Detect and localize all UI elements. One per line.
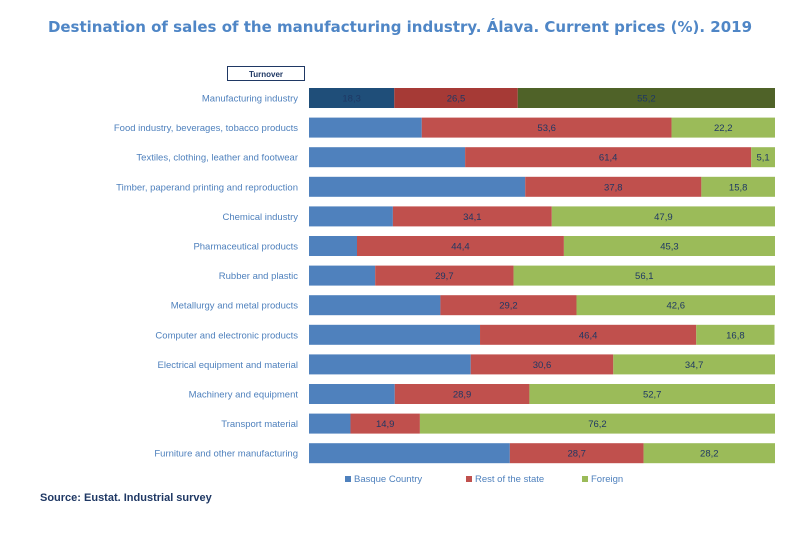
bar-foreign-machinery-and-equipment xyxy=(529,384,775,404)
bar-rest-of-the-state-manufacturing-industry xyxy=(394,88,518,108)
bar-basque-country-food-industry-beverages-tobacco-products xyxy=(309,117,422,138)
turnover-badge: Turnover xyxy=(227,66,305,81)
category-label-rubber-and-plastic: Rubber and plastic xyxy=(219,271,298,282)
value-label-foreign-chemical-industry: 47,9 xyxy=(654,212,673,223)
value-label-rest-of-the-state-computer-and-electronic-products: 46,4 xyxy=(579,330,598,341)
bar-rest-of-the-state-rubber-and-plastic xyxy=(375,265,514,286)
category-label-metallurgy-and-metal-products: Metallurgy and metal products xyxy=(171,301,299,312)
value-label-rest-of-the-state-metallurgy-and-metal-products: 29,2 xyxy=(499,301,518,312)
category-label-transport-material: Transport material xyxy=(221,419,298,430)
bar-basque-country-furniture-and-other-manufacturing xyxy=(309,443,510,464)
bar-foreign-transport-material xyxy=(419,413,775,434)
value-label-foreign-food-industry-beverages-tobacco-products: 22,2 xyxy=(714,123,733,134)
category-label-textiles-clothing-leather-and-footwear: Textiles, clothing, leather and footwear xyxy=(136,153,298,164)
value-label-foreign-textiles-clothing-leather-and-footwear: 5,1 xyxy=(757,153,770,164)
bar-foreign-manufacturing-industry xyxy=(517,88,775,108)
value-label-rest-of-the-state-pharmaceutical-products: 44,4 xyxy=(451,242,470,253)
bar-basque-country-manufacturing-industry xyxy=(309,88,395,108)
bar-basque-country-chemical-industry xyxy=(309,206,393,227)
category-label-furniture-and-other-manufacturing: Furniture and other manufacturing xyxy=(154,449,298,460)
bar-rest-of-the-state-transport-material xyxy=(350,413,420,434)
legend-label-rest-of-the-state: Rest of the state xyxy=(475,474,544,485)
bar-foreign-pharmaceutical-products xyxy=(563,236,775,256)
bar-basque-country-machinery-and-equipment xyxy=(309,384,395,404)
value-label-rest-of-the-state-textiles-clothing-leather-and-footwear: 61,4 xyxy=(599,153,618,164)
value-label-rest-of-the-state-chemical-industry: 34,1 xyxy=(463,212,482,223)
bar-foreign-textiles-clothing-leather-and-footwear xyxy=(751,147,775,168)
category-label-electrical-equipment-and-material: Electrical equipment and material xyxy=(158,360,298,371)
value-label-foreign-computer-and-electronic-products: 16,8 xyxy=(726,330,745,341)
bar-foreign-chemical-industry xyxy=(551,206,775,227)
value-label-rest-of-the-state-furniture-and-other-manufacturing: 28,7 xyxy=(567,449,586,460)
value-label-foreign-timber-paperand-printing-and-reproduction: 15,8 xyxy=(729,182,748,193)
value-label-rest-of-the-state-transport-material: 14,9 xyxy=(376,419,395,430)
value-label-foreign-pharmaceutical-products: 45,3 xyxy=(660,242,679,253)
bar-basque-country-computer-and-electronic-products xyxy=(309,324,481,345)
bar-rest-of-the-state-computer-and-electronic-products xyxy=(480,324,697,345)
bar-basque-country-pharmaceutical-products xyxy=(309,236,357,256)
value-label-rest-of-the-state-rubber-and-plastic: 29,7 xyxy=(435,271,454,282)
value-label-foreign-machinery-and-equipment: 52,7 xyxy=(643,390,662,401)
bar-rest-of-the-state-textiles-clothing-leather-and-footwear xyxy=(465,147,752,168)
bar-rest-of-the-state-chemical-industry xyxy=(392,206,552,227)
legend-label-basque-country: Basque Country xyxy=(354,474,422,485)
category-label-chemical-industry: Chemical industry xyxy=(223,212,299,223)
bar-foreign-computer-and-electronic-products xyxy=(696,324,775,345)
value-label-rest-of-the-state-electrical-equipment-and-material: 30,6 xyxy=(533,360,552,371)
category-label-computer-and-electronic-products: Computer and electronic products xyxy=(155,330,298,341)
bar-foreign-furniture-and-other-manufacturing xyxy=(643,443,775,464)
value-label-foreign-electrical-equipment-and-material: 34,7 xyxy=(685,360,704,371)
source-note: Source: Eustat. Industrial survey xyxy=(40,492,212,504)
value-label-rest-of-the-state-manufacturing-industry: 26,5 xyxy=(447,94,466,105)
value-label-foreign-transport-material: 76,2 xyxy=(588,419,607,430)
value-label-rest-of-the-state-timber-paperand-printing-and-reproduction: 37,8 xyxy=(604,182,623,193)
category-label-pharmaceutical-products: Pharmaceutical products xyxy=(193,242,298,253)
category-label-manufacturing-industry: Manufacturing industry xyxy=(202,94,298,105)
bar-basque-country-rubber-and-plastic xyxy=(309,265,376,286)
value-label-rest-of-the-state-food-industry-beverages-tobacco-products: 53,6 xyxy=(537,123,556,134)
bar-foreign-electrical-equipment-and-material xyxy=(613,354,775,375)
bar-foreign-rubber-and-plastic xyxy=(513,265,775,286)
bar-foreign-food-industry-beverages-tobacco-products xyxy=(671,117,775,138)
bar-basque-country-electrical-equipment-and-material xyxy=(309,354,471,375)
category-label-timber-paperand-printing-and-reproduction: Timber, paperand printing and reproducti… xyxy=(116,182,298,193)
bar-rest-of-the-state-furniture-and-other-manufacturing xyxy=(509,443,644,464)
bar-basque-country-transport-material xyxy=(309,413,351,434)
bar-rest-of-the-state-electrical-equipment-and-material xyxy=(470,354,614,375)
value-label-foreign-manufacturing-industry: 55,2 xyxy=(637,94,656,105)
bar-rest-of-the-state-timber-paperand-printing-and-reproduction xyxy=(525,176,702,197)
bar-basque-country-metallurgy-and-metal-products xyxy=(309,295,441,316)
bar-rest-of-the-state-pharmaceutical-products xyxy=(356,236,564,256)
bar-rest-of-the-state-food-industry-beverages-tobacco-products xyxy=(421,117,672,138)
legend-label-foreign: Foreign xyxy=(591,474,623,485)
bar-basque-country-textiles-clothing-leather-and-footwear xyxy=(309,147,466,168)
legend-swatch-basque-country xyxy=(345,476,351,482)
bar-rest-of-the-state-machinery-and-equipment xyxy=(394,384,530,404)
value-label-foreign-furniture-and-other-manufacturing: 28,2 xyxy=(700,449,719,460)
chart-title: Destination of sales of the manufacturin… xyxy=(47,18,753,36)
value-label-rest-of-the-state-machinery-and-equipment: 28,9 xyxy=(453,390,472,401)
legend-swatch-foreign xyxy=(582,476,588,482)
category-label-machinery-and-equipment: Machinery and equipment xyxy=(189,390,299,401)
bar-basque-country-timber-paperand-printing-and-reproduction xyxy=(309,176,526,197)
value-label-basque-country-manufacturing-industry: 18,3 xyxy=(342,94,361,105)
value-label-foreign-metallurgy-and-metal-products: 42,6 xyxy=(666,301,685,312)
legend-swatch-rest-of-the-state xyxy=(466,476,472,482)
value-label-foreign-rubber-and-plastic: 56,1 xyxy=(635,271,654,282)
category-label-food-industry-beverages-tobacco-products: Food industry, beverages, tobacco produc… xyxy=(114,123,298,134)
bar-foreign-metallurgy-and-metal-products xyxy=(576,295,775,316)
bar-rest-of-the-state-metallurgy-and-metal-products xyxy=(440,295,577,316)
bar-foreign-timber-paperand-printing-and-reproduction xyxy=(701,176,775,197)
